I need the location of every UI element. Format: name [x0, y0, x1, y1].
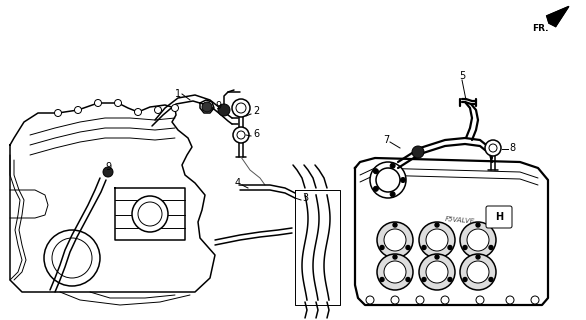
Circle shape — [377, 222, 413, 258]
Circle shape — [406, 245, 410, 250]
Circle shape — [233, 127, 249, 143]
Circle shape — [406, 277, 410, 282]
Circle shape — [476, 255, 480, 259]
Circle shape — [390, 163, 395, 168]
Circle shape — [237, 131, 245, 139]
Circle shape — [390, 192, 395, 197]
Circle shape — [172, 105, 179, 111]
Text: 1: 1 — [175, 89, 181, 99]
Circle shape — [419, 254, 455, 290]
Circle shape — [435, 223, 439, 227]
Circle shape — [485, 140, 501, 156]
Text: 9: 9 — [215, 101, 221, 111]
Circle shape — [416, 296, 424, 304]
Circle shape — [441, 296, 449, 304]
Circle shape — [370, 162, 406, 198]
Circle shape — [422, 277, 426, 282]
Circle shape — [460, 222, 496, 258]
Circle shape — [384, 229, 406, 251]
Circle shape — [74, 107, 81, 114]
Circle shape — [380, 245, 384, 250]
Polygon shape — [295, 190, 340, 305]
Text: 5: 5 — [459, 71, 465, 81]
Circle shape — [54, 109, 62, 116]
Circle shape — [463, 245, 467, 250]
Circle shape — [467, 261, 489, 283]
Circle shape — [489, 144, 497, 152]
Circle shape — [155, 107, 162, 114]
Text: 9: 9 — [105, 162, 111, 172]
Circle shape — [373, 186, 379, 191]
Circle shape — [476, 296, 484, 304]
Circle shape — [135, 108, 141, 116]
Circle shape — [393, 223, 397, 227]
Circle shape — [94, 100, 101, 107]
Text: H: H — [495, 212, 503, 222]
Circle shape — [103, 167, 113, 177]
Circle shape — [467, 229, 489, 251]
Text: 3: 3 — [302, 193, 308, 203]
Circle shape — [460, 254, 496, 290]
Text: 8: 8 — [509, 143, 515, 153]
FancyBboxPatch shape — [486, 206, 512, 228]
Circle shape — [377, 254, 413, 290]
Circle shape — [114, 100, 121, 107]
Circle shape — [202, 102, 212, 112]
Circle shape — [138, 202, 162, 226]
Circle shape — [373, 169, 379, 174]
Text: 7: 7 — [383, 135, 389, 145]
Circle shape — [412, 146, 424, 158]
Circle shape — [218, 104, 230, 116]
Polygon shape — [115, 188, 185, 240]
Circle shape — [132, 196, 168, 232]
Circle shape — [476, 223, 480, 227]
Circle shape — [400, 178, 406, 182]
Circle shape — [448, 277, 452, 282]
Circle shape — [489, 245, 493, 250]
Circle shape — [366, 296, 374, 304]
Polygon shape — [10, 103, 215, 292]
Circle shape — [448, 245, 452, 250]
Circle shape — [435, 255, 439, 259]
Circle shape — [426, 229, 448, 251]
Circle shape — [380, 277, 384, 282]
Circle shape — [419, 222, 455, 258]
Circle shape — [44, 230, 100, 286]
Circle shape — [52, 238, 92, 278]
Text: 2: 2 — [253, 106, 259, 116]
Circle shape — [506, 296, 514, 304]
Circle shape — [232, 99, 250, 117]
Circle shape — [531, 296, 539, 304]
Polygon shape — [355, 158, 548, 305]
Circle shape — [376, 168, 400, 192]
Circle shape — [489, 277, 493, 282]
Circle shape — [391, 296, 399, 304]
Text: F5VALVE: F5VALVE — [445, 216, 475, 224]
Text: 4: 4 — [235, 178, 241, 188]
Circle shape — [463, 277, 467, 282]
Circle shape — [426, 261, 448, 283]
Circle shape — [236, 103, 246, 113]
Circle shape — [422, 245, 426, 250]
Text: 6: 6 — [253, 129, 259, 139]
Circle shape — [393, 255, 397, 259]
Polygon shape — [547, 6, 569, 27]
Text: FR.: FR. — [532, 23, 548, 33]
Circle shape — [384, 261, 406, 283]
